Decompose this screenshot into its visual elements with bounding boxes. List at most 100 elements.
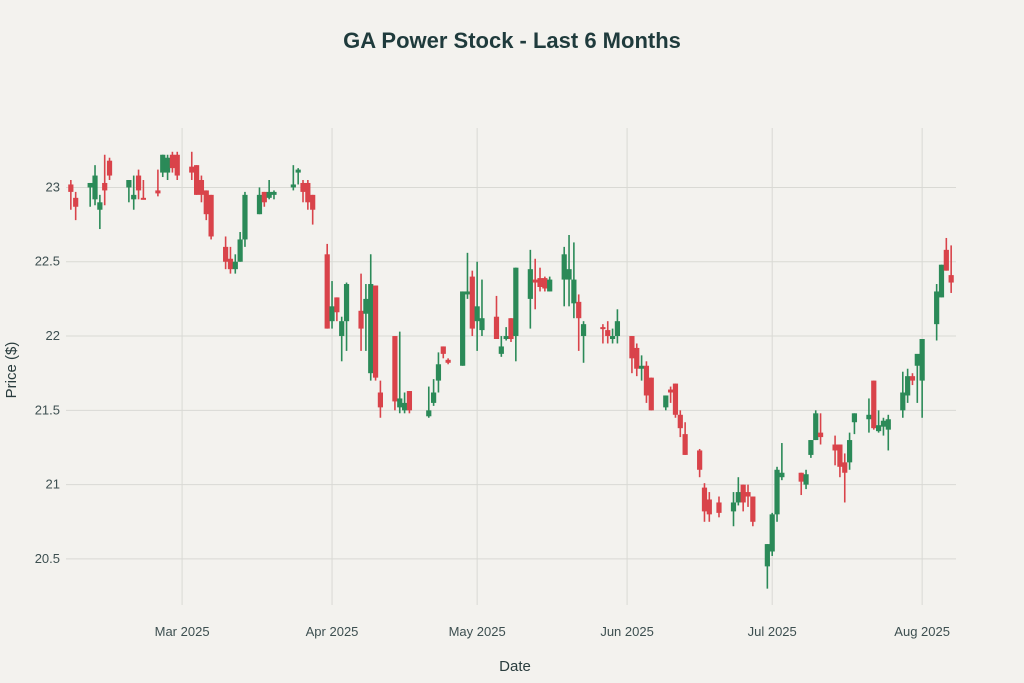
candle-decreasing	[440, 346, 446, 359]
candle-body	[232, 261, 238, 270]
candle-body	[832, 444, 838, 451]
candle-body	[300, 182, 306, 192]
candle-increasing	[160, 154, 166, 178]
candle-decreasing	[193, 165, 200, 195]
candle-increasing	[92, 165, 98, 206]
candle-body	[643, 365, 650, 396]
candle-body	[503, 336, 509, 340]
candle-increasing	[97, 194, 103, 230]
candle-body	[730, 502, 737, 512]
candle-decreasing	[634, 343, 640, 377]
candle-body	[87, 182, 93, 188]
candle-body	[600, 327, 606, 330]
candle-increasing	[266, 180, 272, 200]
candle-body	[431, 392, 437, 403]
candle-decreasing	[106, 157, 113, 181]
candle-body	[532, 279, 538, 283]
candle-increasing	[87, 182, 93, 207]
candle-decreasing	[643, 361, 650, 403]
candle-increasing	[561, 246, 567, 307]
candle-increasing	[638, 355, 645, 381]
candle-decreasing	[909, 373, 916, 386]
candle-body	[668, 389, 674, 393]
candle-decreasing	[943, 237, 949, 271]
candle-decreasing	[740, 484, 746, 512]
candle-increasing	[479, 279, 485, 337]
candle-body	[934, 291, 940, 325]
candle-decreasing	[576, 294, 582, 351]
candle-decreasing	[832, 435, 838, 466]
candle-body	[682, 434, 688, 455]
candle-decreasing	[542, 276, 548, 292]
candle-body	[605, 330, 611, 337]
candle-body	[440, 346, 446, 354]
candle-body	[716, 502, 722, 513]
y-tick-label: 20.5	[35, 551, 60, 566]
candle-decreasing	[605, 321, 611, 344]
candle-increasing	[343, 282, 350, 351]
candle-body	[92, 175, 98, 200]
candle-body	[803, 474, 809, 485]
candle-body	[460, 291, 466, 366]
candle-body	[401, 402, 408, 411]
candle-increasing	[866, 398, 872, 433]
candle-body	[169, 154, 176, 169]
candle-decreasing	[73, 191, 79, 221]
candle-body	[271, 191, 277, 195]
candle-body	[237, 239, 243, 262]
candle-body	[479, 318, 485, 331]
candle-body	[102, 182, 108, 191]
candle-increasing	[329, 281, 335, 329]
candle-increasing	[735, 477, 741, 506]
candle-increasing	[803, 469, 809, 490]
candle-body	[339, 321, 345, 337]
candle-increasing	[885, 414, 891, 451]
candle-increasing	[232, 254, 238, 274]
candle-decreasing	[68, 180, 74, 210]
candle-body	[135, 175, 142, 191]
candle-decreasing	[871, 380, 877, 430]
candle-increasing	[919, 339, 925, 418]
candle-body	[735, 492, 741, 503]
candle-body	[160, 154, 166, 173]
candle-body	[223, 246, 229, 262]
candle-body	[329, 306, 335, 322]
candle-body	[871, 380, 877, 429]
candle-increasing	[513, 267, 519, 362]
candle-body	[193, 165, 200, 195]
candle-body	[740, 484, 746, 503]
candle-body	[140, 197, 146, 200]
candle-body	[198, 180, 205, 195]
grid-lines	[66, 128, 956, 605]
candle-body	[324, 254, 330, 329]
candle-body	[750, 496, 756, 522]
candle-increasing	[580, 321, 587, 363]
candle-decreasing	[682, 422, 688, 455]
candle-body	[208, 194, 214, 237]
candle-body	[943, 249, 949, 271]
candle-decreasing	[198, 175, 205, 203]
candle-body	[566, 269, 572, 280]
candle-increasing	[663, 395, 669, 411]
candle-decreasing	[392, 336, 398, 411]
candle-body	[73, 197, 79, 207]
candle-decreasing	[372, 285, 379, 381]
candle-decreasing	[305, 180, 311, 210]
candle-decreasing	[817, 413, 824, 445]
candle-increasing	[256, 187, 263, 215]
candle-increasing	[397, 331, 403, 414]
candle-body	[919, 339, 925, 381]
candle-increasing	[474, 261, 480, 351]
candle-body	[817, 432, 824, 438]
candle-decreasing	[227, 246, 234, 274]
candle-body	[358, 310, 364, 329]
candle-body	[638, 365, 645, 369]
candle-body	[634, 347, 640, 369]
candle-body	[445, 359, 451, 363]
x-tick-label: May 2025	[449, 624, 506, 639]
candle-increasing	[527, 249, 533, 329]
candle-body	[576, 301, 582, 319]
candle-increasing	[774, 466, 780, 522]
candle-body	[537, 278, 543, 287]
